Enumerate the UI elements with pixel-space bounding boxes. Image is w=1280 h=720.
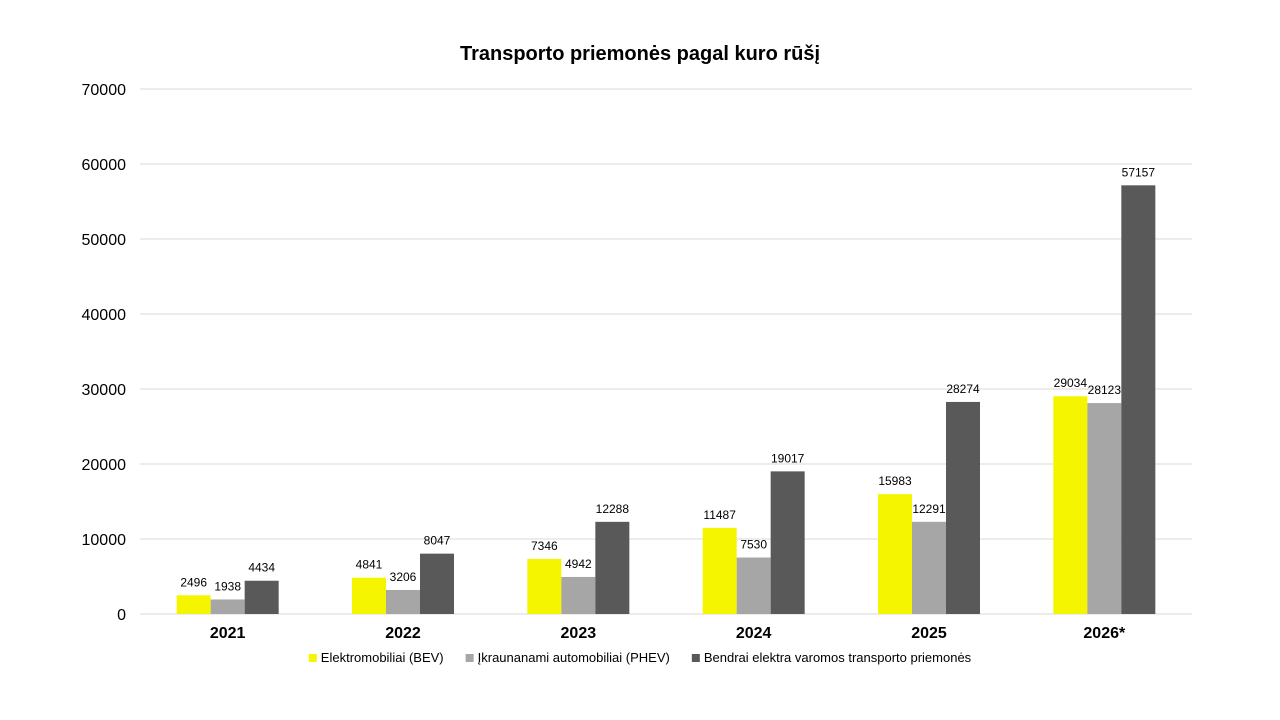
bar [1121,185,1156,614]
data-labels: 2496 1938 4434 4841 3206 8047 7346 4942 12288 114… [180,165,1155,593]
bar [210,599,245,614]
bar [878,494,912,614]
bar [244,580,279,614]
data-label: 3206 [390,570,417,584]
data-label: 15983 [878,474,912,488]
legend-label: Įkraunanami automobiliai (PHEV) [478,650,670,665]
bar [1087,403,1122,614]
x-tick-label: 2024 [736,625,772,642]
data-label: 19017 [771,451,805,465]
gridlines [140,88,1192,615]
y-tick-label: 20000 [82,457,127,474]
data-label: 12288 [596,502,630,516]
x-tick-label: 2025 [911,625,947,642]
chart-title: Transporto priemonės pagal kuro rūšį [460,43,820,65]
data-label: 4434 [248,561,275,575]
x-tick-label: 2022 [385,625,421,642]
legend-item: Bendrai elektra varomos transporto priem… [691,650,972,665]
x-tick-label: 2023 [561,625,597,642]
legend-swatch [691,654,700,662]
y-tick-label: 70000 [82,82,127,99]
x-tick-label: 2021 [210,625,246,642]
y-tick-label: 30000 [82,382,127,399]
y-tick-label: 0 [117,607,126,624]
data-label: 28123 [1088,383,1122,397]
data-label: 12291 [912,502,946,516]
data-label: 28274 [946,382,980,396]
bar [595,521,630,614]
y-tick-label: 10000 [82,532,127,549]
data-label: 4942 [565,557,592,571]
data-label: 29034 [1054,376,1088,390]
legend-label: Elektromobiliai (BEV) [321,650,444,665]
bar [770,471,805,614]
bar [912,521,946,614]
legend-label: Bendrai elektra varomos transporto priem… [704,650,972,665]
bar [946,401,980,614]
y-tick-label: 50000 [82,232,127,249]
data-label: 11487 [703,508,736,522]
data-label: 7530 [740,538,767,552]
bar [561,576,596,614]
data-label: 8047 [424,534,451,548]
bar [702,527,737,614]
legend-item: Elektromobiliai (BEV) [308,650,444,665]
data-label: 2496 [180,575,207,589]
legend-swatch [308,654,317,662]
bar [176,595,211,614]
x-axis-ticks: 2021 2022 2023 2024 2025 2026* [210,625,1126,642]
bar [527,558,562,614]
bar [420,553,454,614]
bar [736,557,771,614]
data-label: 1938 [214,579,241,593]
bar [386,589,420,614]
y-tick-label: 40000 [82,307,127,324]
bar [1053,396,1088,614]
y-tick-label: 60000 [82,157,127,174]
data-label: 57157 [1122,165,1156,179]
bars [176,185,1156,614]
data-label: 4841 [356,558,383,572]
legend-swatch [465,654,474,662]
legend-item: Įkraunanami automobiliai (PHEV) [465,650,670,665]
bar [352,577,386,614]
x-tick-label: 2026* [1083,625,1126,642]
legend: Elektromobiliai (BEV) Įkraunanami automob… [308,650,972,665]
data-label: 7346 [531,539,558,553]
y-axis-ticks: 0 10000 20000 30000 40000 50000 60000 70000 [82,82,127,624]
